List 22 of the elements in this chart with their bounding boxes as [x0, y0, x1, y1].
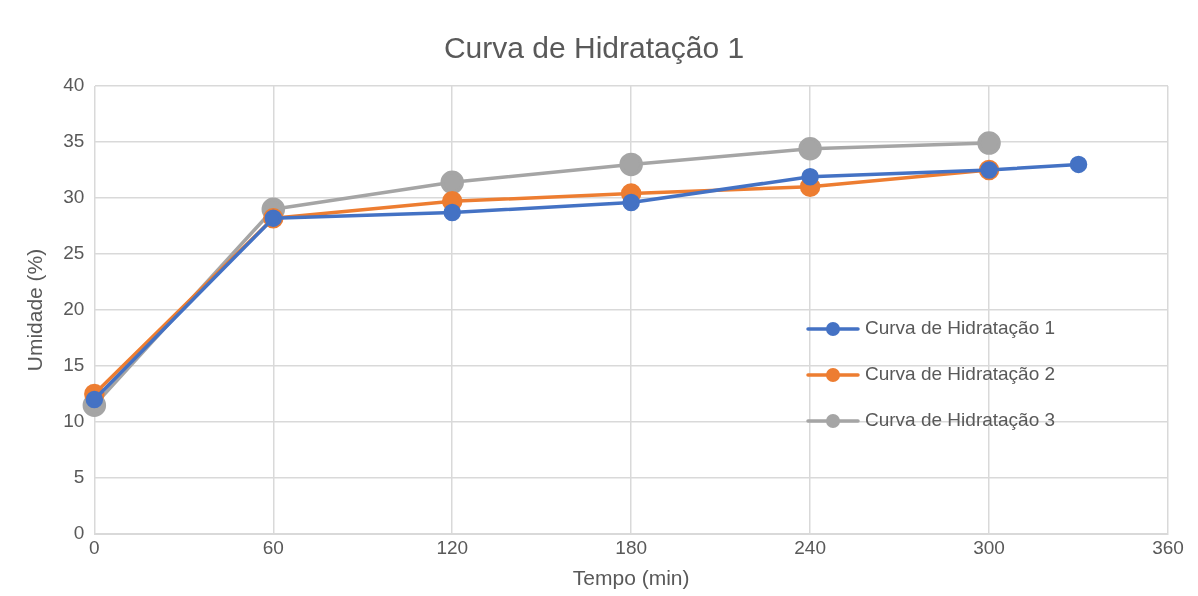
- y-tick-label: 35: [63, 130, 85, 152]
- x-tick-label: 120: [436, 536, 469, 558]
- x-tick-label: 240: [794, 536, 826, 558]
- x-tick-label: 300: [973, 536, 1005, 558]
- y-tick-label: 25: [63, 242, 85, 264]
- x-tick-label: 60: [262, 536, 284, 558]
- chart-title: Curva de Hidratação 1: [443, 31, 745, 65]
- x-axis-title: Tempo (min): [572, 566, 690, 590]
- y-tick-label: 40: [63, 74, 85, 96]
- x-tick-label: 180: [615, 536, 648, 558]
- legend-label: Curva de Hidratação 2: [865, 363, 1056, 385]
- x-tick-label: 0: [89, 536, 100, 558]
- legend-label: Curva de Hidratação 1: [865, 317, 1056, 339]
- x-tick-label: 360: [1152, 536, 1184, 558]
- y-tick-label: 20: [63, 298, 85, 320]
- y-axis-title: Umidade (%): [23, 248, 47, 372]
- y-tick-label: 0: [73, 522, 85, 544]
- legend-label: Curva de Hidratação 3: [865, 409, 1056, 431]
- y-tick-label: 10: [63, 410, 85, 432]
- y-tick-label: 30: [63, 186, 85, 208]
- y-tick-label: 5: [73, 466, 85, 488]
- y-tick-label: 15: [63, 354, 85, 376]
